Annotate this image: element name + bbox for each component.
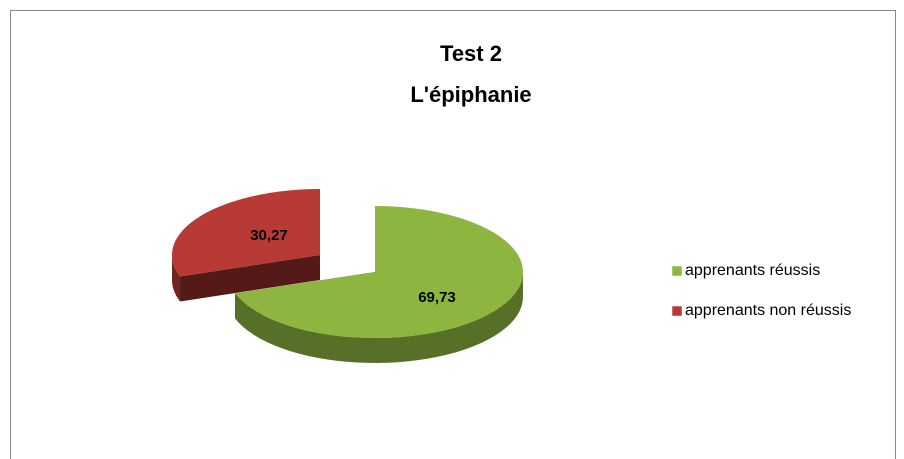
legend-label: apprenants non réussis [685, 302, 851, 319]
slice-cut-face [180, 255, 320, 302]
data-label: 69,73 [418, 289, 456, 306]
slice-top [235, 206, 523, 338]
data-label: 30,27 [250, 227, 288, 244]
slice-top [172, 189, 320, 277]
legend-label: apprenants réussis [685, 262, 820, 279]
chart-title: Test 2 [440, 41, 502, 66]
legend-swatch [671, 305, 683, 317]
slice [172, 189, 320, 302]
slice-side [235, 272, 523, 363]
legend-swatch [671, 265, 683, 277]
slice-side [172, 255, 181, 302]
slice [235, 206, 523, 363]
chart-subtitle: L'épiphanie [410, 82, 531, 107]
